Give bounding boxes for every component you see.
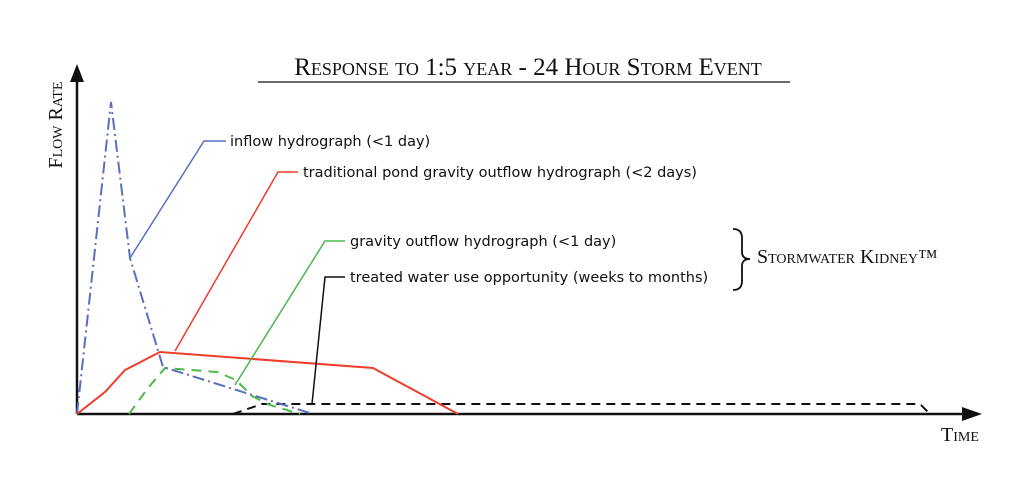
y-axis-arrow	[70, 64, 84, 82]
inflow-label: inflow hydrograph (<1 day)	[230, 134, 430, 150]
inflow-leader	[129, 140, 226, 259]
gravity-leader	[234, 240, 345, 386]
group-label: Stormwater Kidney™	[757, 246, 938, 268]
x-axis-arrow	[962, 407, 982, 421]
y-axis-label: Flow Rate	[45, 81, 67, 168]
treated-label: treated water use opportunity (weeks to …	[350, 270, 708, 286]
traditional-outflow-curve	[76, 350, 459, 415]
diagram-title: Response to 1:5 year - 24 Hour Storm Eve…	[294, 54, 762, 81]
x-axis-label: Time	[941, 424, 979, 446]
gravity-label: gravity outflow hydrograph (<1 day)	[350, 234, 616, 250]
traditional-leader	[174, 171, 298, 352]
group-brace	[732, 228, 751, 291]
traditional-label: traditional pond gravity outflow hydrogr…	[303, 165, 697, 181]
gravity-outflow-curve	[128, 366, 301, 415]
treated-water-curve	[232, 403, 931, 415]
treated-leader	[311, 276, 345, 405]
